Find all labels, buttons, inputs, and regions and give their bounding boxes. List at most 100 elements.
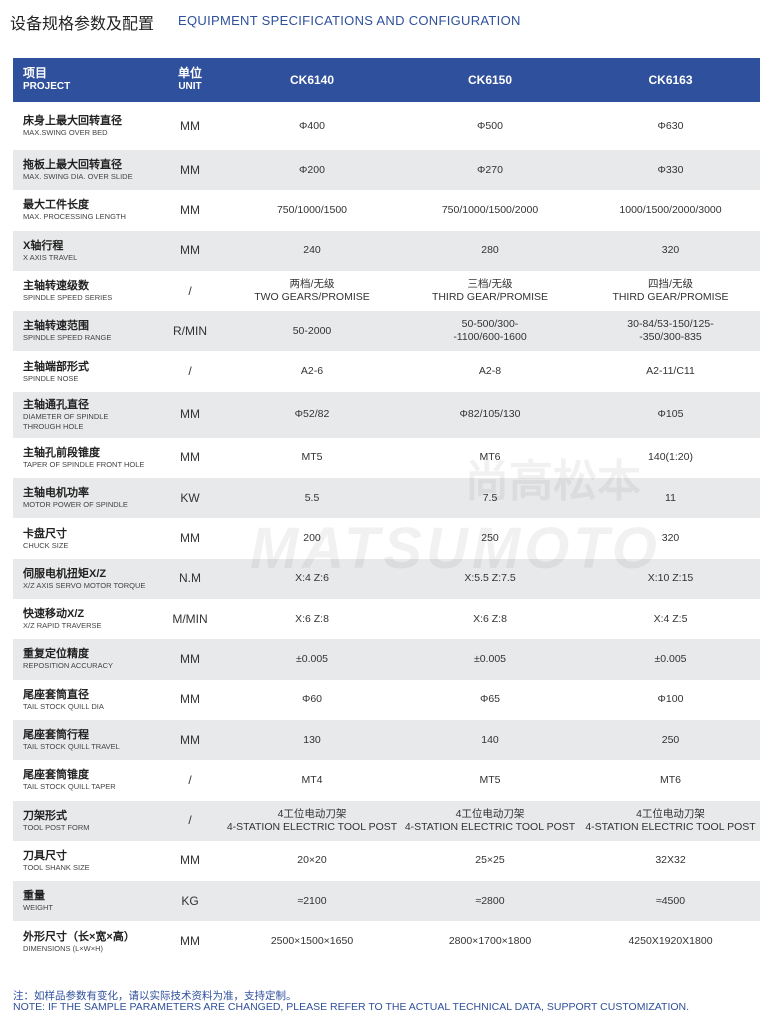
row-stripe (13, 558, 760, 599)
value-cell: ≈2100 (297, 894, 327, 907)
project-cell: 最大工件长度 MAX. PROCESSING LENGTH (13, 190, 155, 230)
header-cn: CK6150 (467, 73, 513, 87)
project-en: MAX.SWING OVER BED (23, 128, 108, 137)
value-cell: 两档/无级 TWO GEARS/PROMISE (254, 278, 370, 304)
project-cell: 重量 WEIGHT (13, 881, 155, 921)
value-cell: 280 (481, 244, 499, 257)
value-cell: X:10 Z:15 (647, 572, 694, 585)
unit-cell: / (188, 283, 192, 298)
value-cell: Φ200 (299, 163, 325, 176)
value-cell: 5.5 (304, 491, 320, 504)
row-stripe (13, 881, 760, 922)
value-cell: Φ52/82 (294, 408, 330, 421)
value-cell: 4工位电动刀架 4-STATION ELECTRIC TOOL POST (585, 807, 756, 833)
unit-cell: M/MIN (172, 611, 208, 626)
value-cell: ≈4500 (655, 894, 686, 907)
project-en: TAPER OF SPINDLE FRONT HOLE (23, 459, 145, 469)
header-cn: CK6163 (648, 73, 693, 87)
project-cn: 尾座套筒行程 (23, 729, 89, 742)
value-cell: 4工位电动刀架 4-STATION ELECTRIC TOOL POST (226, 807, 398, 833)
unit-cell: MM (180, 692, 200, 707)
row-stripe (13, 311, 760, 352)
unit-cell: / (188, 364, 192, 379)
value-cell: MT6 (660, 773, 681, 786)
unit-cell: MM (180, 934, 200, 949)
project-cn: 伺服电机扭矩X/Z (23, 567, 107, 580)
value-cell: 320 (661, 532, 680, 545)
project-cell: 床身上最大回转直径 MAX.SWING OVER BED (13, 102, 155, 150)
value-cell: 200 (303, 532, 321, 545)
project-cn: 主轴转速范围 (23, 320, 89, 333)
row-stripe (13, 150, 760, 191)
project-cn: 主轴孔前段锥度 (23, 446, 100, 459)
note-en: NOTE: IF THE SAMPLE PARAMETERS ARE CHANG… (13, 1001, 690, 1013)
watermark-en: MATSUMOTO (250, 516, 661, 581)
value-cell: 250 (661, 733, 680, 746)
project-en: MAX. PROCESSING LENGTH (23, 212, 126, 222)
value-cell: A2-11/C11 (646, 365, 695, 378)
watermark-cn: 尚高松本 (465, 457, 641, 506)
value-cell: Φ105 (657, 408, 684, 421)
project-cn: 刀具尺寸 (23, 849, 67, 862)
title-en: EQUIPMENT SPECIFICATIONS AND CONFIGURATI… (178, 13, 521, 28)
value-cell: 三档/无级 THIRD GEAR/PROMISE (431, 278, 549, 304)
project-en: TAIL STOCK QUILL TAPER (23, 782, 116, 792)
project-cell: 主轴通孔直径 DIAMETER OF SPINDLE THROUGH HOLE (13, 392, 155, 438)
unit-cell: MM (180, 407, 200, 422)
value-cell: ±0.005 (654, 652, 687, 665)
unit-cell: MM (180, 732, 200, 747)
header-en: UNIT (178, 81, 202, 92)
project-cn: 主轴电机功率 (23, 487, 89, 500)
value-cell: 4工位电动刀架 4-STATION ELECTRIC TOOL POST (404, 807, 576, 833)
value-cell: 750/1000/1500/2000 (441, 203, 539, 216)
project-cn: 外形尺寸（长×宽×高） (23, 930, 135, 943)
project-cn: 重量 (23, 890, 45, 903)
header-cell: CK6150 (399, 58, 581, 102)
value-cell: 240 (303, 244, 321, 257)
project-cell: 外形尺寸（长×宽×高） DIMENSIONS (L×W×H) (13, 921, 155, 961)
project-cn: 快速移动X/Z (23, 608, 85, 621)
project-cn: 最大工件长度 (23, 199, 89, 212)
header-cn: 单位 (177, 66, 202, 80)
unit-cell: MM (180, 118, 200, 133)
value-cell: X:4 Z:5 (653, 612, 688, 625)
unit-cell: / (188, 772, 192, 787)
value-cell: MT5 (479, 773, 501, 786)
project-cn: 尾座套筒直径 (23, 688, 89, 701)
project-cell: 快速移动X/Z X/Z RAPID TRAVERSE (13, 599, 155, 639)
project-cn: 重复定位精度 (23, 648, 89, 661)
header-cell: 单位 UNIT (155, 58, 225, 102)
value-cell: 320 (661, 244, 680, 257)
value-cell: ±0.005 (473, 652, 507, 665)
value-cell: 32X32 (655, 854, 686, 867)
project-cn: 刀架形式 (23, 809, 67, 822)
header-cn: CK6140 (289, 73, 335, 87)
row-stripe (13, 800, 760, 841)
project-cn: X轴行程 (23, 239, 64, 252)
project-cell: 主轴端部形式 SPINDLE NOSE (13, 352, 155, 392)
unit-cell: N.M (179, 571, 201, 586)
project-cn: 卡盘尺寸 (23, 527, 67, 540)
project-en: X/Z RAPID TRAVERSE (23, 621, 102, 631)
value-cell: 30-84/53-150/125- -350/300-835 (627, 318, 714, 344)
value-cell: A2-8 (478, 365, 502, 378)
unit-cell: KG (181, 893, 199, 908)
value-cell: 四挡/无级 THIRD GEAR/PROMISE (612, 278, 729, 304)
unit-cell: KW (180, 490, 200, 505)
project-en: TOOL POST FORM (23, 822, 90, 832)
value-cell: 50-2000 (292, 324, 332, 337)
value-cell: Φ630 (657, 119, 684, 132)
header-cell: 项目 PROJECT (13, 58, 155, 102)
row-stripe (13, 230, 760, 271)
value-cell: 2800×1700×1800 (448, 935, 532, 948)
header-cell: CK6140 (225, 58, 399, 102)
project-cell: 主轴电机功率 MOTOR POWER OF SPINDLE (13, 478, 155, 518)
project-cell: X轴行程 X AXIS TRAVEL (13, 231, 155, 271)
project-cn: 拖板上最大回转直径 (23, 159, 122, 172)
header-cell: CK6163 (581, 58, 760, 102)
project-cell: 尾座套筒行程 TAIL STOCK QUILL TRAVEL (13, 720, 155, 760)
project-cn: 主轴通孔直径 (23, 398, 89, 411)
project-en: WEIGHT (23, 903, 53, 913)
project-cn: 尾座套筒锥度 (23, 769, 89, 782)
